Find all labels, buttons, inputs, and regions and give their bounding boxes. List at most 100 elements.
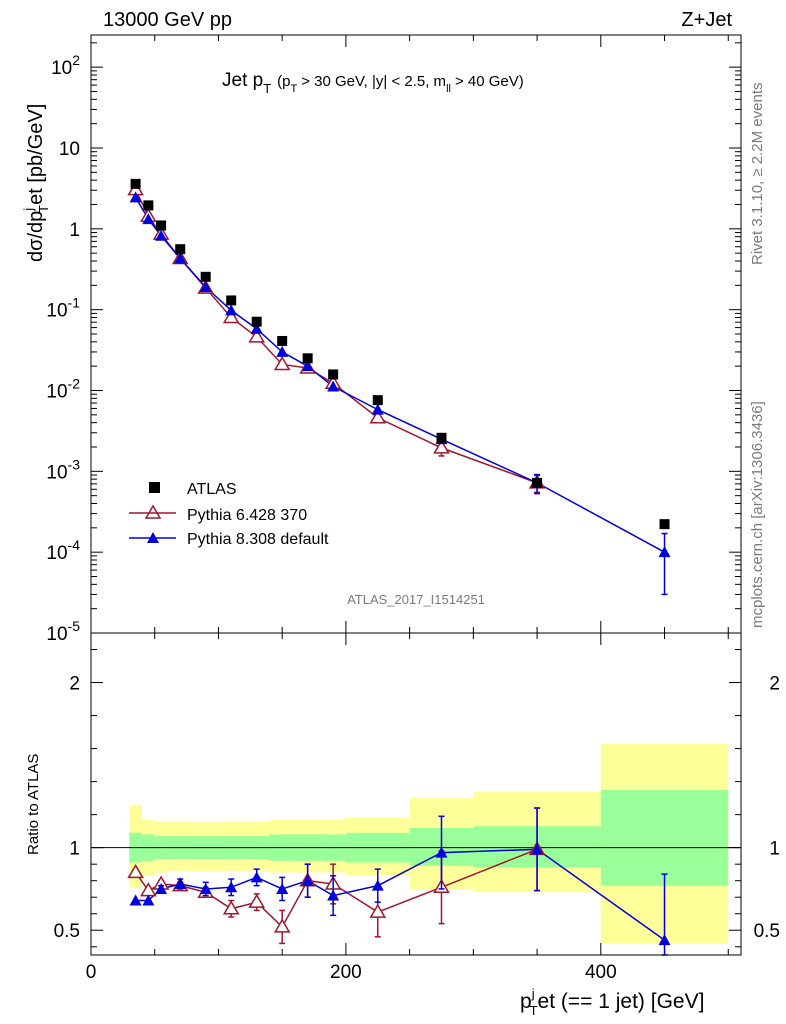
- plot-title-cut-m-sub: ll: [446, 83, 451, 95]
- marker-filled-triangle: [225, 881, 238, 893]
- ratio-tick-label: 2: [69, 674, 80, 695]
- marker-filled-triangle: [327, 889, 340, 901]
- y-tick-label: 10-3: [46, 456, 80, 483]
- marker-atlas: [277, 335, 288, 346]
- y-axis-title-main-sup: j: [21, 208, 36, 212]
- marker-filled-triangle: [658, 546, 671, 558]
- x-tick-label: 0: [86, 962, 97, 983]
- x-tick-label: 400: [585, 962, 617, 983]
- marker-filled-triangle: [225, 304, 238, 316]
- side-label-top: Rivet 3.1.10, ≥ 2.2M events: [749, 83, 766, 266]
- marker-atlas: [130, 178, 141, 189]
- header-left: 13000 GeV pp: [103, 9, 232, 31]
- marker-filled-triangle: [371, 403, 384, 415]
- legend-marker-py6: [144, 504, 162, 519]
- marker-open-triangle: [433, 439, 450, 454]
- plot-title-cut-rest: > 30 GeV, |y| < 2.5, m: [301, 73, 446, 90]
- plot-title-main-sub: T: [263, 81, 271, 96]
- plot-title-cut-p-sub: T: [291, 83, 298, 95]
- ratio-tick-label: 0.5: [54, 921, 80, 942]
- legend: ATLAS Pythia 6.428 370 Pythia 8.308 defa…: [129, 481, 329, 548]
- watermark: ATLAS_2017_I1514251: [347, 592, 485, 607]
- marker-atlas: [328, 369, 339, 380]
- marker-open-triangle: [127, 863, 144, 879]
- plot-title-main: Jet p: [222, 70, 263, 91]
- marker-filled-triangle: [250, 322, 263, 334]
- series-layer: [127, 178, 671, 956]
- marker-filled-triangle: [155, 229, 168, 241]
- marker-filled-triangle: [276, 882, 289, 894]
- marker-filled-triangle: [199, 882, 212, 894]
- marker-open-triangle: [273, 355, 291, 371]
- marker-filled-triangle: [435, 846, 448, 858]
- y-axis-title-main: dσ/dpjTet [pb/GeV]: [21, 104, 51, 262]
- y-tick-label: 10-5: [46, 618, 80, 645]
- marker-filled-triangle: [199, 281, 212, 293]
- ratio-tick-label-right: 0.5: [754, 921, 780, 942]
- marker-atlas: [251, 316, 262, 327]
- series-line-py6: [134, 189, 538, 484]
- y-tick-label: 10: [59, 139, 80, 160]
- marker-filled-triangle: [142, 213, 155, 225]
- plot-title-cut-tail: > 40 GeV): [455, 73, 524, 90]
- marker-filled-triangle: [327, 380, 340, 392]
- marker-filled-triangle: [250, 871, 263, 883]
- x-axis-title-tail: et (== 1 jet) [GeV]: [538, 990, 705, 1013]
- side-label-bottom: mcplots.cern.ch [arXiv:1306.3436]: [749, 401, 766, 628]
- marker-atlas: [143, 200, 154, 211]
- y-tick-label: 10-1: [46, 295, 80, 322]
- x-axis-title-sub: T: [530, 1003, 538, 1018]
- marker-open-triangle: [222, 309, 240, 324]
- y-axis-title-main-tail: et [pb/GeV]: [25, 104, 47, 205]
- legend-label-py6: Pythia 6.428 370: [187, 507, 307, 524]
- marker-open-triangle: [273, 918, 291, 933]
- series-line-py8: [134, 196, 665, 553]
- marker-atlas: [302, 353, 313, 364]
- y-tick-label: 102: [51, 52, 80, 79]
- marker-atlas: [200, 271, 211, 282]
- marker-atlas: [372, 395, 383, 406]
- marker-filled-triangle: [531, 843, 544, 855]
- marker-open-triangle: [248, 328, 265, 343]
- y-tick-label: 10-2: [46, 376, 80, 403]
- axis-ticks: 10-5 10-4 10-3 10-2 10-1 1 10 102 0 200 400 0.5 0.5 1…: [46, 35, 780, 983]
- marker-open-triangle: [369, 903, 387, 918]
- marker-atlas: [156, 220, 167, 231]
- marker-filled-triangle: [129, 894, 142, 906]
- x-axis-title-sup: j: [531, 986, 535, 1001]
- legend-marker-atlas: [149, 482, 160, 493]
- marker-atlas: [659, 519, 670, 530]
- marker-filled-triangle: [174, 252, 187, 264]
- x-axis-title: pj Tet (== 1 jet) [GeV]: [520, 986, 704, 1018]
- marker-filled-triangle: [174, 877, 187, 889]
- marker-filled-triangle: [276, 345, 289, 357]
- legend-label-py8: Pythia 8.308 default: [187, 531, 329, 548]
- marker-open-triangle: [222, 900, 240, 915]
- ratio-panel-frame: [90, 632, 742, 956]
- ratio-bands: [91, 743, 741, 944]
- y-axis-title-ratio: Ratio to ATLAS: [25, 754, 42, 855]
- marker-filled-triangle: [129, 191, 142, 203]
- x-axis-title-head: p: [520, 990, 532, 1013]
- band-green: [600, 789, 729, 886]
- plot-title: Jet pT (pT > 30 GeV, |y| < 2.5, mll > 40 Ge…: [222, 70, 524, 96]
- marker-filled-triangle: [301, 874, 314, 886]
- legend-marker-py8: [147, 532, 159, 543]
- header-right: Z+Jet: [681, 9, 732, 31]
- marker-filled-triangle: [142, 894, 155, 906]
- y-tick-label: 10-4: [46, 537, 80, 564]
- marker-open-triangle: [248, 893, 265, 908]
- y-axis-title-main-head: dσ/dp: [25, 211, 47, 262]
- ratio-tick-label: 1: [69, 839, 80, 860]
- ratio-tick-label-right: 1: [769, 839, 780, 860]
- plot-title-cut-p: (p: [277, 73, 290, 90]
- marker-filled-triangle: [658, 934, 671, 946]
- marker-filled-triangle: [155, 882, 168, 894]
- marker-filled-triangle: [301, 360, 314, 372]
- y-axis-title-main-sub: T: [36, 205, 51, 213]
- marker-atlas: [532, 477, 543, 488]
- y-tick-label: 1: [69, 220, 80, 241]
- marker-filled-triangle: [371, 879, 384, 891]
- legend-label-atlas: ATLAS: [187, 481, 237, 498]
